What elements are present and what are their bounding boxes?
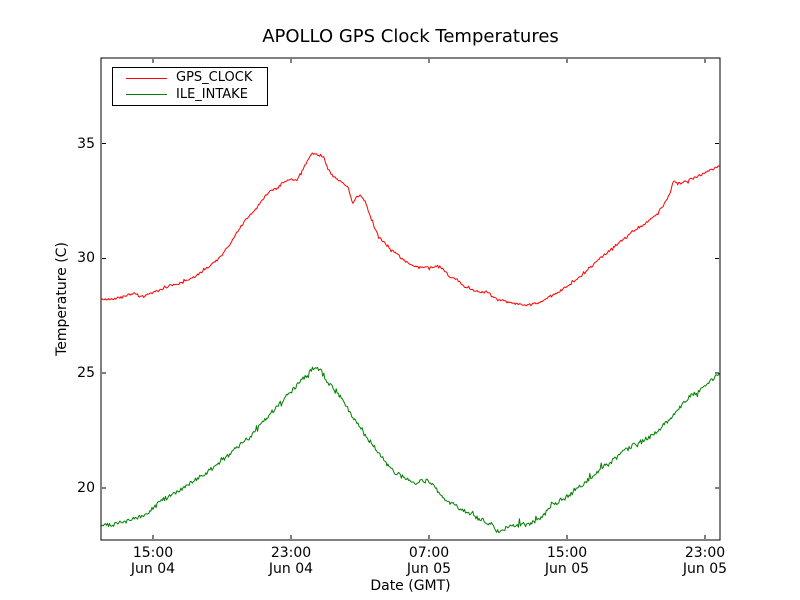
- legend-label: GPS_CLOCK: [176, 70, 253, 86]
- x-tick-label: 07:00 Jun 05: [406, 545, 452, 577]
- plot-frame: [100, 57, 721, 541]
- legend-label: ILE_INTAKE: [176, 86, 248, 102]
- legend-line-sample-green: [126, 94, 167, 96]
- x-tick-label: 15:00 Jun 04: [130, 545, 176, 577]
- y-tick-label: 30: [77, 250, 95, 267]
- y-tick-label: 20: [77, 479, 95, 496]
- y-tick-label: 35: [77, 135, 95, 152]
- x-axis-label: Date (GMT): [370, 578, 451, 594]
- legend-line-sample-red: [126, 77, 167, 79]
- chart-title: APOLLO GPS Clock Temperatures: [262, 26, 559, 47]
- x-tick-label: 23:00 Jun 05: [682, 545, 728, 577]
- legend: GPS_CLOCK ILE_INTAKE: [112, 67, 268, 106]
- y-tick-label: 25: [77, 365, 95, 382]
- series-line-ile-intake: [101, 366, 720, 534]
- legend-entry-ile-intake: ILE_INTAKE: [113, 87, 267, 103]
- x-tick-label: 15:00 Jun 05: [544, 545, 590, 577]
- legend-entry-gps-clock: GPS_CLOCK: [113, 70, 267, 86]
- x-tick-label: 23:00 Jun 04: [268, 545, 314, 577]
- series-line-gps-clock: [101, 152, 720, 307]
